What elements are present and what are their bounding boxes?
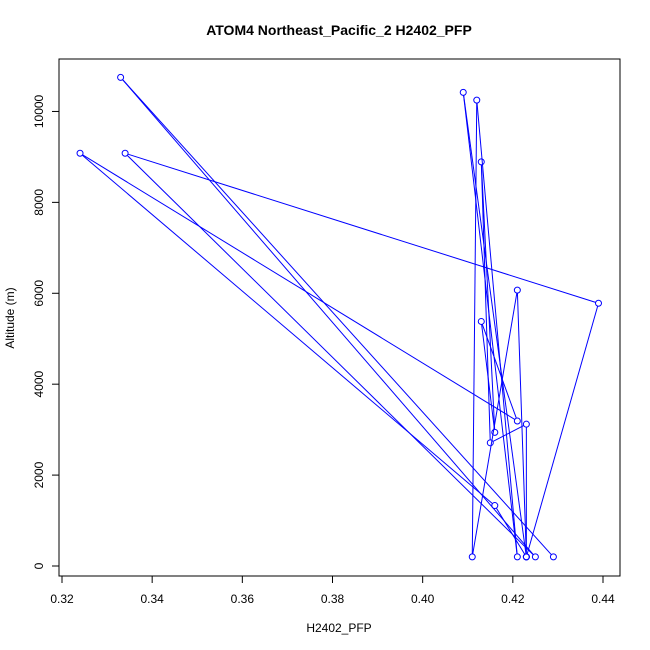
- data-point: [531, 553, 539, 561]
- data-point: [513, 417, 521, 425]
- x-tick-label: 0.40: [411, 592, 435, 606]
- data-point: [459, 88, 467, 96]
- x-tick-label: 0.44: [591, 592, 615, 606]
- series-segment: [481, 324, 517, 419]
- data-point: [76, 149, 84, 157]
- series-segment: [480, 164, 491, 440]
- data-point: [522, 420, 530, 428]
- y-tick-label: 6000: [32, 280, 46, 307]
- y-tick-label: 10000: [32, 94, 46, 128]
- data-point: [522, 553, 530, 561]
- series-segment: [492, 425, 524, 442]
- data-point: [477, 158, 485, 166]
- series-segment: [476, 103, 518, 554]
- x-axis: 0.32 0.34 0.36 0.38 0.40 0.42 0.44: [50, 575, 615, 606]
- x-axis-label: H2402_PFP: [306, 621, 371, 635]
- series-segment: [122, 79, 552, 556]
- data-point: [473, 96, 481, 104]
- series-segment: [480, 164, 496, 430]
- series-segment: [516, 293, 527, 554]
- data-point: [491, 428, 499, 436]
- series-segment: [127, 153, 596, 303]
- series-segment: [526, 306, 599, 555]
- points-layer: [76, 73, 602, 561]
- data-point: [477, 317, 485, 325]
- data-point: [117, 73, 125, 81]
- series-segment: [82, 154, 516, 420]
- series-segment: [463, 95, 527, 555]
- data-point: [513, 553, 521, 561]
- x-tick-label: 0.42: [501, 592, 525, 606]
- data-point: [549, 553, 557, 561]
- series-segment: [81, 154, 493, 504]
- y-axis-label: Altitude (m): [3, 287, 17, 348]
- data-point: [491, 502, 499, 510]
- y-axis: 0 2000 4000 6000 8000 10000: [32, 94, 60, 569]
- x-tick-label: 0.34: [140, 592, 164, 606]
- y-tick-label: 2000: [32, 461, 46, 488]
- chart-title: ATOM4 Northeast_Pacific_2 H2402_PFP: [206, 22, 472, 38]
- data-point: [513, 286, 521, 294]
- data-point: [594, 299, 602, 307]
- series-layer: [81, 79, 599, 556]
- plot-frame: [58, 58, 621, 577]
- series-segment: [463, 95, 518, 554]
- x-tick-label: 0.38: [321, 592, 345, 606]
- x-tick-label: 0.32: [50, 592, 74, 606]
- series-segment: [126, 155, 534, 556]
- x-tick-label: 0.36: [231, 592, 255, 606]
- series-segment: [471, 103, 478, 554]
- y-tick-label: 4000: [32, 371, 46, 398]
- y-tick-label: 8000: [32, 189, 46, 216]
- data-point: [468, 553, 476, 561]
- y-tick-label: 0: [32, 562, 46, 569]
- series-segment: [495, 507, 526, 555]
- data-point: [121, 149, 129, 157]
- series-segment: [122, 79, 534, 555]
- data-point: [486, 439, 494, 447]
